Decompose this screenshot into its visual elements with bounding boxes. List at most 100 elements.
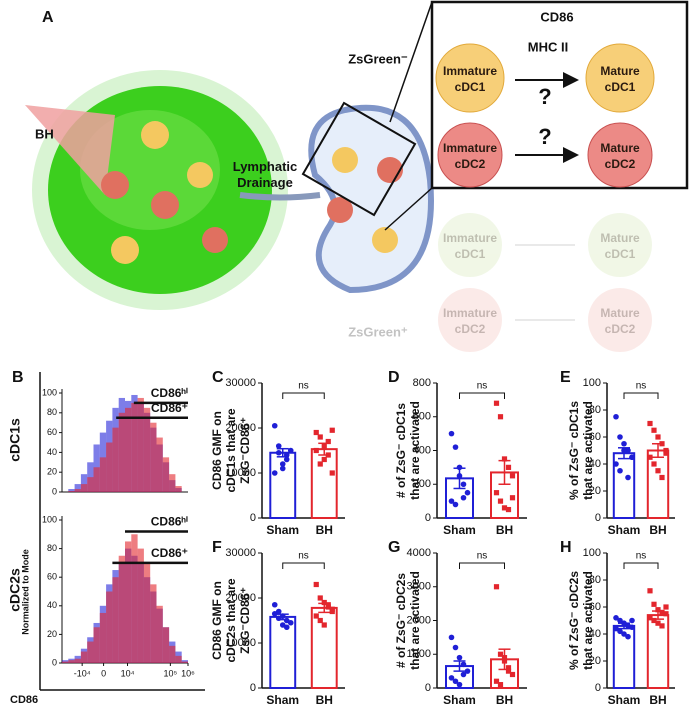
y-label: that are activated — [581, 401, 595, 500]
hist-bar — [156, 437, 163, 492]
y-tick-label: 100 — [42, 514, 57, 524]
hist-bar — [80, 474, 88, 492]
point — [456, 464, 463, 471]
y-tick-label: 20000 — [225, 422, 256, 434]
cell — [437, 122, 503, 188]
line: Mature — [600, 64, 640, 78]
line: cDC1 — [455, 247, 486, 261]
point — [497, 498, 504, 504]
point — [464, 668, 471, 674]
y-tick-label: 40 — [47, 447, 57, 457]
point — [271, 601, 278, 608]
point — [659, 474, 665, 481]
y-tick-label: 60 — [47, 572, 57, 582]
point — [464, 489, 471, 496]
cell — [332, 147, 358, 173]
point — [505, 464, 512, 470]
point — [275, 615, 282, 622]
point — [313, 581, 319, 588]
sig-bracket — [282, 392, 325, 399]
x-tick-label: Sham — [266, 693, 299, 707]
cell-label: Immature cDC2 — [443, 141, 497, 171]
hist-bar — [112, 577, 119, 663]
y-label: CD86 GMF on — [210, 411, 224, 490]
zoom-box — [301, 101, 417, 217]
y-tick-label: 60 — [47, 427, 57, 437]
point — [629, 624, 635, 631]
tumor-highlight — [80, 110, 220, 230]
bar — [646, 614, 670, 689]
y-tick-label: 100 — [42, 387, 57, 397]
hist-bar — [131, 402, 138, 492]
point — [460, 671, 467, 678]
hist-bar — [93, 627, 100, 663]
lymphatic-label: Lymphatic Drainage — [233, 159, 298, 190]
cell-label: Immature cDC1 — [443, 231, 497, 261]
point — [497, 682, 504, 688]
gate-label: CD86⁺ — [151, 546, 188, 560]
x-tick-label: Sham — [443, 523, 476, 537]
point — [647, 454, 653, 460]
point — [456, 681, 463, 688]
cell — [327, 197, 353, 223]
point — [283, 452, 290, 458]
point — [655, 607, 661, 613]
point — [613, 461, 619, 467]
y-tick-label: 60 — [589, 431, 601, 443]
y-tick-label: 200 — [413, 478, 431, 490]
y-label: Normalized to Mode — [20, 549, 30, 635]
panel-label: E — [560, 369, 571, 386]
cells: ? ? Immature cDC1 Mature cDC1 Immature cDC2… — [435, 43, 655, 352]
y-tick-label: 20 — [47, 467, 57, 477]
x-tick-label: BH — [649, 523, 666, 537]
gate-label: CD86ʰⁱ — [151, 515, 188, 529]
hist-bar — [131, 534, 138, 663]
point — [629, 617, 635, 624]
y-tick-label: 0 — [52, 486, 57, 496]
point — [617, 628, 623, 635]
point — [321, 622, 327, 628]
point — [325, 452, 331, 458]
hist-bar — [169, 645, 176, 663]
point — [456, 473, 463, 479]
point — [617, 434, 623, 440]
sig-label: ns — [298, 381, 309, 392]
point — [621, 631, 627, 637]
point — [460, 494, 467, 501]
y-tick-label: 2000 — [407, 614, 431, 626]
point — [509, 495, 516, 501]
line: Immature — [443, 306, 497, 320]
point — [313, 447, 319, 454]
point — [275, 443, 282, 449]
hist-bar — [112, 427, 119, 492]
panel-label: D — [388, 369, 400, 386]
sig-bracket — [459, 562, 505, 569]
y-tick-label: 100 — [583, 547, 601, 559]
x-label: CD86 — [10, 694, 38, 706]
bh-label: BH — [35, 126, 54, 141]
point — [313, 429, 319, 436]
point — [613, 615, 619, 621]
x-tick-label: 0 — [101, 668, 106, 678]
hist-bar — [169, 474, 176, 492]
point — [279, 461, 286, 467]
point — [283, 624, 290, 631]
x-tick-label: Sham — [266, 523, 299, 537]
hist-bar — [74, 489, 81, 492]
y-label: that are activated — [408, 571, 422, 670]
hist-bar — [93, 467, 100, 492]
cell — [151, 191, 179, 219]
point — [321, 443, 327, 449]
x-tick-label: Sham — [608, 523, 641, 537]
y-label: # of ZsG⁻ cDC2s — [394, 573, 408, 668]
hist-bar — [137, 548, 144, 663]
hist-bar — [62, 661, 69, 663]
line: cDC1 — [605, 80, 636, 94]
point — [452, 501, 459, 508]
hist-bar — [80, 651, 88, 663]
point — [647, 420, 653, 427]
lymph-vessel — [239, 192, 321, 201]
point — [493, 584, 500, 590]
point — [625, 633, 631, 640]
x-tick-label: Sham — [608, 693, 641, 707]
